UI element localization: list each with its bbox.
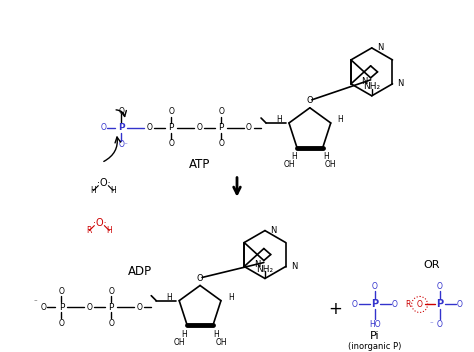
Text: O: O — [86, 303, 92, 312]
Text: O: O — [196, 123, 202, 132]
Text: O: O — [372, 282, 378, 291]
Text: OH: OH — [325, 160, 337, 169]
Text: H: H — [181, 330, 187, 339]
Text: NH₂: NH₂ — [256, 265, 273, 274]
Text: O: O — [109, 287, 114, 296]
Text: O: O — [100, 123, 106, 132]
Text: P: P — [169, 123, 174, 132]
Text: H: H — [213, 330, 219, 339]
Text: O: O — [58, 319, 64, 328]
Text: O: O — [246, 123, 252, 132]
Text: N: N — [377, 43, 383, 52]
Text: HO: HO — [369, 320, 381, 329]
Text: O: O — [58, 287, 64, 296]
Text: ADP: ADP — [128, 265, 152, 278]
Text: O: O — [456, 300, 463, 309]
Text: R: R — [405, 300, 410, 309]
Text: O: O — [197, 274, 203, 283]
Text: O: O — [392, 300, 398, 309]
Text: H: H — [166, 293, 172, 302]
Text: N: N — [291, 262, 297, 271]
Text: ·O·: ·O· — [97, 178, 110, 188]
Text: O: O — [109, 319, 114, 328]
Text: O: O — [40, 303, 46, 312]
Text: ATP: ATP — [190, 158, 211, 171]
Text: N: N — [361, 77, 368, 86]
Text: O⁻: O⁻ — [118, 140, 128, 149]
Text: O: O — [307, 96, 313, 105]
Text: NH₂: NH₂ — [363, 82, 380, 91]
Text: O: O — [118, 107, 124, 116]
Text: O: O — [168, 139, 174, 148]
Text: O: O — [352, 300, 358, 309]
Text: O: O — [218, 107, 224, 116]
Text: OH: OH — [173, 338, 185, 347]
Text: O: O — [168, 107, 174, 116]
Text: H: H — [228, 293, 234, 302]
Text: P: P — [59, 303, 64, 312]
Text: H: H — [323, 152, 328, 161]
Text: Pi: Pi — [370, 331, 380, 341]
Text: O: O — [417, 300, 423, 309]
Text: O: O — [437, 282, 443, 291]
Text: P: P — [109, 303, 114, 312]
Text: H: H — [291, 152, 297, 161]
Text: ·O·: ·O· — [92, 218, 106, 228]
Text: H: H — [107, 226, 112, 235]
Text: H: H — [110, 186, 116, 195]
Text: N: N — [270, 226, 276, 235]
Text: O: O — [137, 303, 142, 312]
Text: N: N — [398, 79, 404, 88]
Text: +: + — [328, 300, 342, 319]
Text: ⁻: ⁻ — [430, 321, 434, 327]
Text: H: H — [91, 186, 96, 195]
Text: OH: OH — [215, 338, 227, 347]
Text: O: O — [218, 139, 224, 148]
Text: O: O — [146, 123, 152, 132]
Text: H: H — [276, 115, 282, 125]
Text: P: P — [436, 300, 443, 309]
Text: P: P — [371, 300, 378, 309]
Text: P: P — [118, 123, 125, 132]
Text: O: O — [437, 320, 443, 329]
Text: OH: OH — [283, 160, 295, 169]
Text: R: R — [87, 226, 92, 235]
Text: OR: OR — [423, 259, 440, 270]
Text: ⁻: ⁻ — [34, 300, 37, 306]
Text: N: N — [255, 260, 261, 269]
Text: (inorganic P): (inorganic P) — [348, 342, 401, 351]
Text: P: P — [219, 123, 224, 132]
Text: H: H — [338, 115, 344, 125]
